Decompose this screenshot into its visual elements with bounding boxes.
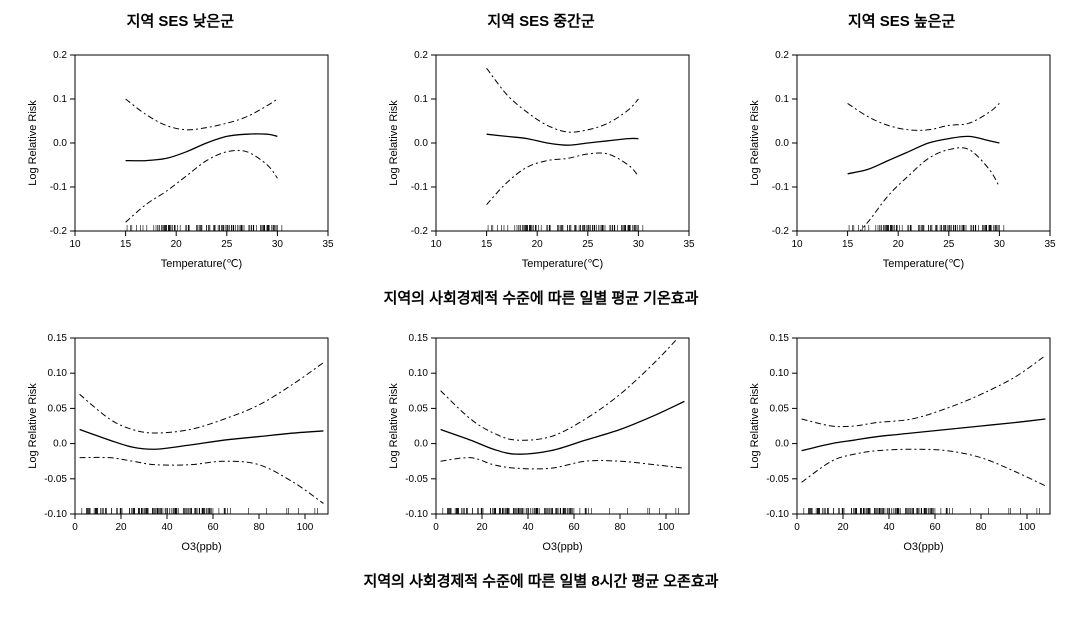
svg-text:0.05: 0.05 (769, 403, 789, 414)
svg-text:-0.05: -0.05 (45, 474, 68, 485)
svg-text:Temperature(℃): Temperature(℃) (882, 258, 963, 270)
svg-text:10: 10 (791, 239, 803, 250)
svg-text:80: 80 (975, 522, 987, 533)
svg-text:80: 80 (254, 522, 266, 533)
svg-text:-0.05: -0.05 (766, 474, 789, 485)
svg-text:40: 40 (883, 522, 895, 533)
svg-text:0.15: 0.15 (48, 333, 68, 344)
svg-text:-0.1: -0.1 (771, 182, 789, 193)
plot-o3-mid: 0 20 40 60 80 100 -0.10 -0.05 0.0 0.05 0.10 0.15 O3(… (381, 326, 701, 556)
svg-text:0.0: 0.0 (53, 138, 67, 149)
plot-temp-low: 10 15 20 25 30 35 -0.2 -0.1 0.0 0.1 0.2 Temperature… (20, 43, 340, 273)
svg-text:Log Relative Risk: Log Relative Risk (749, 100, 761, 186)
svg-text:-0.2: -0.2 (411, 226, 429, 237)
svg-text:0.0: 0.0 (53, 439, 67, 450)
svg-text:25: 25 (582, 239, 594, 250)
svg-text:20: 20 (892, 239, 904, 250)
svg-text:0.1: 0.1 (414, 94, 428, 105)
svg-text:Log Relative Risk: Log Relative Risk (27, 100, 39, 186)
svg-text:100: 100 (658, 522, 675, 533)
svg-text:20: 20 (116, 522, 128, 533)
svg-text:Temperature(℃): Temperature(℃) (522, 258, 603, 270)
svg-text:0.2: 0.2 (53, 50, 67, 61)
svg-text:-0.10: -0.10 (405, 509, 428, 520)
svg-text:20: 20 (837, 522, 849, 533)
svg-text:60: 60 (568, 522, 580, 533)
svg-text:0.0: 0.0 (775, 439, 789, 450)
svg-text:0: 0 (794, 522, 800, 533)
svg-text:-0.10: -0.10 (45, 509, 68, 520)
caption-row1: 지역의 사회경제적 수준에 따른 일별 평균 기온효과 (384, 281, 699, 318)
svg-text:0.10: 0.10 (769, 368, 789, 379)
svg-text:Log Relative Risk: Log Relative Risk (749, 383, 761, 469)
svg-text:O3(ppb): O3(ppb) (903, 541, 943, 553)
col-title-high: 지역 SES 높은군 (848, 10, 955, 35)
svg-text:35: 35 (1044, 239, 1056, 250)
svg-text:15: 15 (120, 239, 132, 250)
svg-text:10: 10 (430, 239, 442, 250)
svg-text:-0.2: -0.2 (50, 226, 68, 237)
svg-text:O3(ppb): O3(ppb) (542, 541, 582, 553)
svg-text:40: 40 (522, 522, 534, 533)
svg-text:0.05: 0.05 (409, 403, 429, 414)
svg-text:0.1: 0.1 (775, 94, 789, 105)
svg-text:0.0: 0.0 (775, 138, 789, 149)
svg-text:0: 0 (73, 522, 79, 533)
svg-text:Temperature(℃): Temperature(℃) (161, 258, 242, 270)
svg-text:0.15: 0.15 (409, 333, 429, 344)
plot-o3-low: 0 20 40 60 80 100 -0.10 -0.05 0.0 0.05 0.10 0.15 O3(… (20, 326, 340, 556)
svg-text:-0.1: -0.1 (411, 182, 429, 193)
svg-text:10: 10 (70, 239, 82, 250)
svg-text:60: 60 (929, 522, 941, 533)
svg-text:20: 20 (171, 239, 183, 250)
svg-text:Log Relative Risk: Log Relative Risk (388, 100, 400, 186)
svg-text:0.0: 0.0 (414, 138, 428, 149)
svg-text:15: 15 (842, 239, 854, 250)
svg-text:0: 0 (433, 522, 439, 533)
svg-text:0.15: 0.15 (769, 333, 789, 344)
svg-text:80: 80 (614, 522, 626, 533)
svg-text:35: 35 (323, 239, 335, 250)
svg-text:60: 60 (208, 522, 220, 533)
svg-text:-0.10: -0.10 (766, 509, 789, 520)
plot-temp-mid: 10 15 20 25 30 35 -0.2 -0.1 0.0 0.1 0.2 Temperature… (381, 43, 701, 273)
svg-text:0.2: 0.2 (414, 50, 428, 61)
col-title-low: 지역 SES 낮은군 (127, 10, 234, 35)
svg-text:20: 20 (532, 239, 544, 250)
svg-text:35: 35 (683, 239, 695, 250)
svg-text:-0.1: -0.1 (50, 182, 68, 193)
svg-text:0.2: 0.2 (775, 50, 789, 61)
svg-text:0.10: 0.10 (48, 368, 68, 379)
svg-text:O3(ppb): O3(ppb) (182, 541, 222, 553)
svg-text:15: 15 (481, 239, 493, 250)
svg-text:-0.2: -0.2 (771, 226, 789, 237)
col-title-mid: 지역 SES 중간군 (487, 10, 594, 35)
plot-o3-high: 0 20 40 60 80 100 -0.10 -0.05 0.0 0.05 0.10 0.15 O3(… (742, 326, 1062, 556)
svg-text:30: 30 (633, 239, 645, 250)
svg-text:100: 100 (1018, 522, 1035, 533)
svg-text:0.10: 0.10 (409, 368, 429, 379)
svg-text:-0.05: -0.05 (405, 474, 428, 485)
plot-temp-high: 10 15 20 25 30 35 -0.2 -0.1 0.0 0.1 0.2 Temperature… (742, 43, 1062, 273)
svg-text:30: 30 (993, 239, 1005, 250)
caption-row2: 지역의 사회경제적 수준에 따른 일별 8시간 평균 오존효과 (364, 564, 719, 601)
svg-text:Log Relative Risk: Log Relative Risk (388, 383, 400, 469)
svg-text:20: 20 (476, 522, 488, 533)
svg-text:40: 40 (162, 522, 174, 533)
svg-text:0.1: 0.1 (53, 94, 67, 105)
svg-text:100: 100 (297, 522, 314, 533)
svg-text:0.05: 0.05 (48, 403, 68, 414)
svg-text:30: 30 (272, 239, 284, 250)
svg-text:Log Relative Risk: Log Relative Risk (27, 383, 39, 469)
svg-text:0.0: 0.0 (414, 439, 428, 450)
svg-text:25: 25 (222, 239, 234, 250)
svg-text:25: 25 (943, 239, 955, 250)
